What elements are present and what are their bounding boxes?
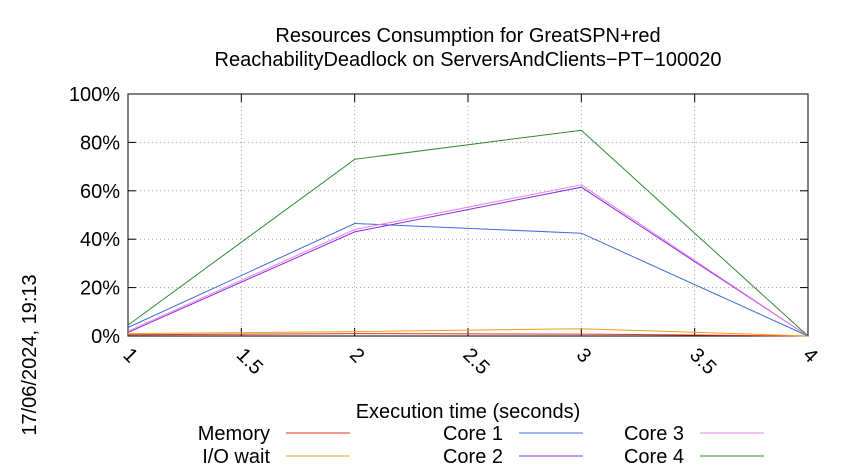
legend-label-core-1: Core 1	[443, 423, 503, 445]
chart-title: Resources Consumption for GreatSPN+red	[275, 25, 660, 47]
y-tick-label: 20%	[80, 278, 120, 300]
grid	[127, 93, 809, 337]
x-tick-label: 4	[798, 344, 821, 367]
x-tick-label: 1.5	[232, 344, 267, 379]
series-line-memory	[127, 333, 809, 337]
x-tick-label: 2	[345, 344, 368, 367]
legend-label-core-4: Core 4	[624, 446, 684, 468]
legend-label-i-o-wait: I/O wait	[202, 446, 270, 468]
series-line-core-1	[127, 222, 809, 337]
x-axis-label: Execution time (seconds)	[356, 401, 581, 423]
y-tick-label: 100%	[69, 84, 120, 106]
series-line-core-3	[127, 184, 809, 337]
x-tick-label: 1	[118, 344, 141, 367]
legend-label-core-2: Core 2	[443, 446, 503, 468]
series-lines	[127, 129, 809, 337]
series-line-i-o-wait	[127, 328, 809, 337]
x-tick-label: 3	[572, 344, 595, 367]
series-line-core-4	[127, 129, 809, 337]
y-tick-label: 60%	[80, 181, 120, 203]
legend-label-core-3: Core 3	[624, 423, 684, 445]
x-tick-label: 3.5	[685, 344, 720, 379]
y-tick-label: 0%	[91, 326, 120, 348]
series-line-core-2	[127, 186, 809, 337]
y-tick-label: 80%	[80, 132, 120, 154]
x-tick-label: 2.5	[458, 344, 493, 379]
y-tick-label: 40%	[80, 229, 120, 251]
y-axis-ticks: 0% 20% 40% 60% 80% 100%	[69, 84, 808, 348]
chart-subtitle: ReachabilityDeadlock on ServersAndClient…	[215, 49, 722, 71]
legend-label-memory: Memory	[198, 423, 270, 445]
timestamp: 17/06/2024, 19:13	[19, 274, 41, 435]
